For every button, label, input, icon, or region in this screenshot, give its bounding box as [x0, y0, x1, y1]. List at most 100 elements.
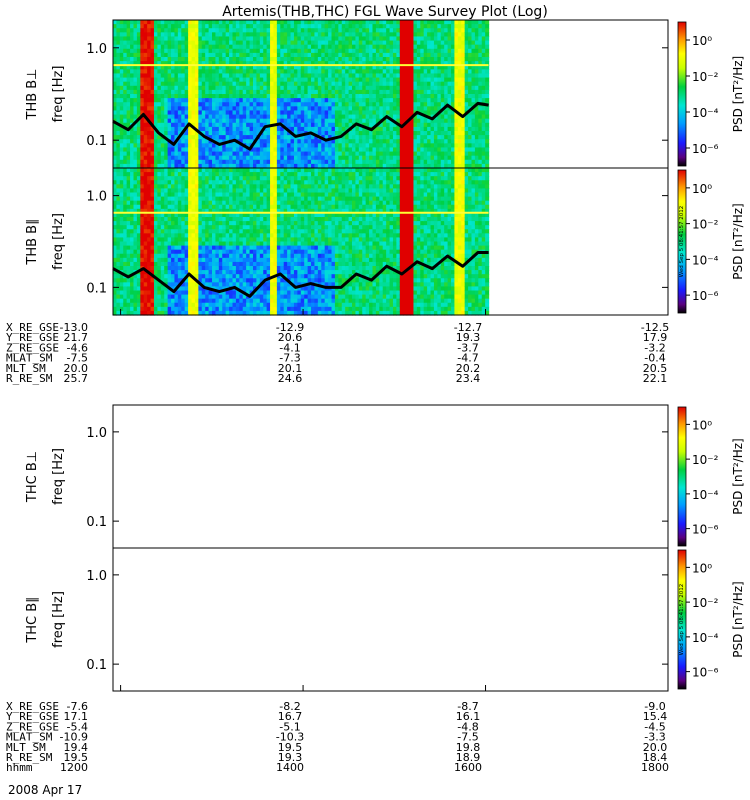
- spectrogram-cell: [474, 98, 479, 103]
- spectrogram-cell: [123, 261, 128, 267]
- spectrogram-cell: [266, 94, 271, 99]
- spectrogram-cell: [478, 52, 483, 58]
- spectrogram-cell: [427, 110, 432, 116]
- spectrogram-cell: [273, 48, 278, 54]
- spectrogram-cell: [321, 36, 326, 42]
- spectrogram-cell: [396, 139, 401, 144]
- spectrogram-cell: [372, 57, 377, 62]
- spectrogram-cell: [171, 28, 176, 33]
- spectrogram-cell: [379, 122, 384, 128]
- spectrogram-cell: [410, 36, 415, 42]
- spectrogram-cell: [485, 61, 490, 66]
- spectrogram-cell: [133, 310, 138, 316]
- spectrogram-cell: [406, 151, 411, 157]
- spectrogram-cell: [225, 24, 230, 29]
- spectrogram-cell: [147, 237, 152, 243]
- spectrogram-cell: [147, 89, 152, 95]
- spectrogram-cell: [177, 245, 182, 251]
- spectrogram-cell: [123, 221, 128, 226]
- spectrogram-cell: [126, 139, 131, 144]
- spectrogram-cell: [444, 73, 449, 79]
- spectrogram-cell: [119, 32, 124, 38]
- spectrogram-cell: [331, 159, 336, 165]
- spectrogram-cell: [188, 159, 193, 165]
- spectrogram-cell: [116, 257, 121, 263]
- spectrogram-cell: [406, 73, 411, 79]
- spectrogram-cell: [252, 135, 257, 140]
- spectrogram-cell: [119, 237, 124, 243]
- spectrogram-cell: [457, 81, 462, 87]
- spectrogram-cell: [143, 257, 148, 263]
- spectrogram-cell: [133, 225, 138, 230]
- spectrogram-cell: [457, 89, 462, 95]
- spectrogram-cell: [403, 44, 408, 50]
- spectrogram-cell: [280, 32, 285, 38]
- spectrogram-cell: [143, 44, 148, 50]
- spectrogram-cell: [304, 77, 309, 83]
- spectrogram-cell: [113, 126, 118, 132]
- spectrogram-cell: [355, 36, 360, 42]
- spectrogram-cell: [464, 36, 469, 42]
- spectrogram-cell: [150, 282, 155, 288]
- spectrogram-cell: [252, 89, 257, 95]
- spectrogram-cell: [406, 69, 411, 75]
- spectrogram-cell: [451, 143, 456, 149]
- spectrogram-cell: [321, 151, 326, 157]
- spectrogram-cell: [270, 77, 275, 83]
- spectrogram-cell: [252, 143, 257, 149]
- spectrogram-cell: [293, 57, 298, 62]
- spectrogram-cell: [338, 69, 343, 75]
- spectrogram-cell: [485, 32, 490, 38]
- spectrogram-cell: [358, 81, 363, 87]
- spectrogram-cell: [403, 126, 408, 132]
- spectrogram-cell: [283, 102, 288, 107]
- spectrogram-cell: [140, 94, 145, 99]
- spectrogram-cell: [174, 85, 179, 91]
- spectrogram-cell: [444, 98, 449, 103]
- spectrogram-cell: [474, 122, 479, 128]
- spectrogram-cell: [136, 278, 141, 283]
- spectrogram-cell: [150, 102, 155, 107]
- spectrogram-cell: [188, 106, 193, 112]
- spectrogram-cell: [246, 48, 251, 54]
- spectrogram-cell: [157, 233, 162, 239]
- spectrogram-cell: [232, 159, 237, 165]
- spectrogram-cell: [150, 278, 155, 283]
- spectrogram-cell: [116, 61, 121, 66]
- spectrogram-cell: [389, 126, 394, 132]
- spectrogram-cell: [167, 114, 172, 120]
- spectrogram-cell: [464, 85, 469, 91]
- spectrogram-cell: [471, 98, 476, 103]
- spectrogram-cell: [352, 163, 357, 169]
- spectrogram-cell: [355, 40, 360, 46]
- spectrogram-cell: [334, 118, 339, 124]
- spectrogram-cell: [229, 89, 234, 95]
- spectrogram-cell: [235, 147, 240, 153]
- spectrogram-cell: [297, 20, 302, 25]
- spectrogram-cell: [457, 98, 462, 103]
- spectrogram-cell: [174, 266, 179, 271]
- spectrogram-cell: [273, 118, 278, 124]
- spectrogram-cell: [338, 77, 343, 83]
- spectrogram-cell: [143, 151, 148, 157]
- spectrogram-cell: [290, 159, 295, 165]
- spectrogram-cell: [194, 151, 199, 157]
- spectrogram-cell: [304, 110, 309, 116]
- spectrogram-cell: [362, 151, 367, 157]
- spectrogram-cell: [194, 61, 199, 66]
- spectrogram-cell: [177, 217, 182, 222]
- spectrogram-cell: [338, 143, 343, 149]
- spectrogram-cell: [177, 61, 182, 66]
- spectrogram-cell: [440, 126, 445, 132]
- spectrogram-cell: [478, 32, 483, 38]
- spectrogram-cell: [212, 81, 217, 87]
- spectrogram-cell: [317, 122, 322, 128]
- spectrogram-cell: [348, 147, 353, 153]
- spectrogram-cell: [280, 98, 285, 103]
- spectrogram-cell: [283, 155, 288, 161]
- spectrogram-cell: [232, 131, 237, 136]
- spectrogram-cell: [451, 48, 456, 54]
- spectrogram-cell: [259, 52, 264, 58]
- spectrogram-cell: [328, 147, 333, 153]
